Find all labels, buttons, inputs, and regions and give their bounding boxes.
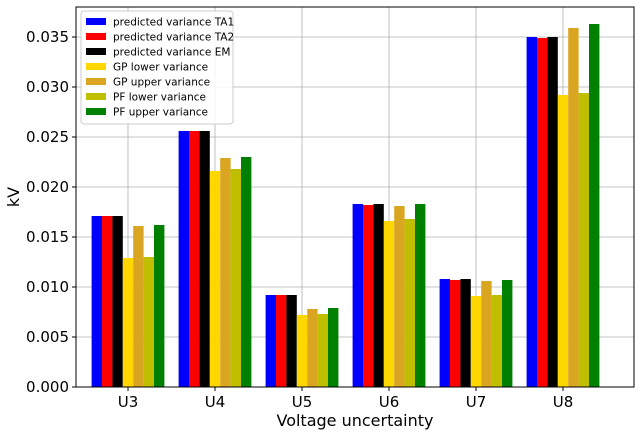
bar (557, 95, 569, 387)
bar (502, 280, 513, 387)
bar (352, 204, 363, 387)
bar (363, 205, 374, 387)
x-tick-label: U8 (553, 393, 574, 411)
y-axis-ticks: 0.000 0.005 0.010 0.015 0.020 0.025 0.030 0.035 (26, 28, 76, 396)
y-tick-label: 0.030 (26, 78, 69, 96)
x-tick-label: U4 (205, 393, 226, 411)
bar (460, 279, 471, 387)
bar (373, 204, 384, 387)
bar (209, 171, 221, 387)
y-tick-label: 0.020 (26, 178, 69, 196)
bar (178, 131, 189, 387)
bar (568, 28, 579, 387)
legend-label: predicted variance TA2 (113, 32, 234, 44)
y-tick-label: 0.025 (26, 128, 69, 146)
bar (537, 38, 548, 387)
y-tick-label: 0.000 (26, 378, 69, 396)
legend-swatch (86, 108, 106, 115)
bar (383, 221, 395, 387)
bar (143, 257, 154, 387)
x-tick-label: U5 (292, 393, 313, 411)
y-axis-label: kV (4, 187, 23, 207)
plot-frame (75, 6, 635, 388)
bar (296, 315, 308, 387)
bar (526, 37, 537, 387)
x-tick-label: U7 (466, 393, 487, 411)
legend-label: PF lower variance (113, 92, 206, 104)
x-tick-label: U3 (118, 393, 139, 411)
bar (265, 295, 276, 387)
bars (91, 24, 600, 387)
y-tick-label: 0.035 (26, 28, 69, 46)
legend-swatch (86, 18, 106, 25)
legend-swatch (86, 93, 106, 100)
y-tick-label: 0.005 (26, 328, 69, 346)
legend-label: PF upper variance (113, 107, 208, 119)
bar (220, 158, 231, 387)
bar (470, 296, 482, 387)
bar (578, 93, 589, 387)
bar (415, 204, 426, 387)
legend-swatch (86, 33, 106, 40)
bar (102, 216, 113, 387)
bar (394, 206, 405, 387)
legend-swatch (86, 63, 106, 70)
legend-label: predicted variance EM (113, 47, 230, 59)
bar (450, 280, 461, 387)
bar (547, 37, 558, 387)
bar (276, 295, 287, 387)
y-tick-label: 0.015 (26, 228, 69, 246)
bar (112, 216, 123, 387)
bar (199, 131, 210, 387)
legend-label: GP lower variance (113, 62, 208, 74)
legend-swatch (86, 48, 106, 55)
legend-swatch (86, 78, 106, 85)
legend-label: GP upper variance (113, 77, 210, 89)
bar (241, 157, 252, 387)
bar (589, 24, 600, 387)
bar (317, 314, 328, 387)
bar (189, 131, 200, 387)
bar (122, 258, 134, 387)
bar (404, 219, 415, 387)
legend-label: predicted variance TA1 (113, 17, 234, 29)
bar (328, 308, 339, 387)
bar (286, 295, 297, 387)
bar (491, 295, 502, 387)
x-axis-label: Voltage uncertainty (276, 411, 433, 430)
x-tick-label: U6 (379, 393, 400, 411)
y-tick-label: 0.010 (26, 278, 69, 296)
legend: predicted variance TA1 predicted variance… (80, 10, 234, 125)
x-axis-ticks: U3 U4 U5 U6 U7 U8 (118, 387, 574, 411)
bar (307, 309, 318, 387)
bar (481, 281, 492, 387)
legend-box (80, 10, 234, 125)
bar (230, 169, 241, 387)
bar (154, 225, 165, 387)
bar (91, 216, 102, 387)
bar (133, 226, 144, 387)
bar (439, 279, 450, 387)
